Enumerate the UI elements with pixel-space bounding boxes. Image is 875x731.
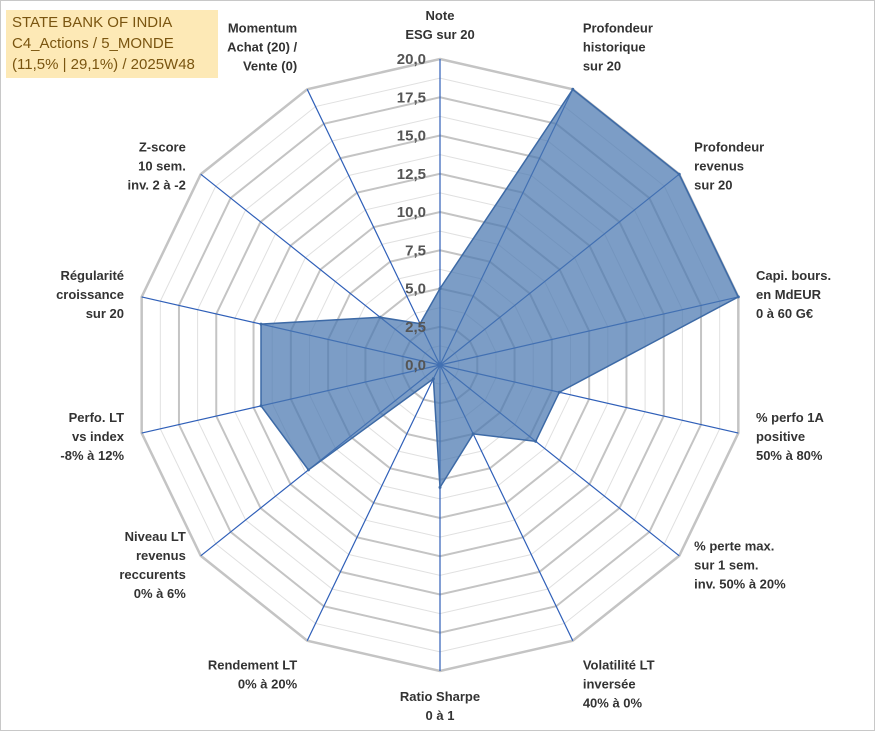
data-point — [571, 87, 575, 91]
data-point — [736, 295, 740, 299]
tick-label: 0,0 — [405, 357, 426, 374]
axis-label: % perfo 1A positive 50% à 80% — [756, 410, 825, 463]
axis-label: Momentum Achat (20) / Vente (0) — [227, 21, 297, 74]
tick-label: 17,5 — [397, 89, 426, 106]
title-box: STATE BANK OF INDIA C4_Actions / 5_MONDE… — [6, 10, 218, 78]
data-point — [557, 390, 561, 394]
axis-label: Profondeur historique sur 20 — [583, 21, 653, 74]
axis-label: Perfo. LT vs index -8% à 12% — [60, 410, 124, 463]
axis-label: Note ESG sur 20 — [405, 8, 474, 42]
data-point — [438, 287, 442, 290]
data-point — [677, 172, 681, 176]
tick-labels: 0,0 2,5 5,0 7,5 10,0 12,5 15,0 17,5 20,0 — [397, 51, 426, 374]
data-point — [418, 322, 422, 326]
data-point — [471, 432, 475, 436]
tick-label: 10,0 — [397, 204, 426, 221]
axis-label: Volatilité LT inversée 40% à 0% — [583, 657, 655, 710]
title-category: C4_Actions / 5_MONDE — [12, 35, 174, 52]
tick-label: 2,5 — [405, 319, 426, 336]
axis-label: Régularité croissance sur 20 — [56, 268, 124, 321]
title-company: STATE BANK OF INDIA — [12, 14, 173, 31]
axis-spoke — [306, 89, 441, 366]
series — [259, 87, 740, 490]
axis-label: Rendement LT 0% à 20% — [208, 657, 298, 691]
axis-labels: Note ESG sur 20 Profondeur historique sur 20… — [56, 8, 831, 723]
data-point — [431, 377, 435, 381]
tick-label: 15,0 — [397, 128, 426, 145]
data-point — [259, 322, 263, 326]
tick-label: 20,0 — [397, 51, 426, 68]
tick-label: 12,5 — [397, 166, 426, 183]
data-point — [378, 315, 382, 319]
axis-label: Z-score 10 sem. inv. 2 à -2 — [128, 139, 186, 192]
axis-label: % perte max. sur 1 sem. inv. 50% à 20% — [694, 539, 786, 592]
data-point — [534, 439, 538, 443]
title-stats: (11,5% | 29,1%) / 2025W48 — [12, 56, 195, 73]
axis-label: Ratio Sharpe 0 à 1 — [400, 689, 480, 723]
axis-label: Profondeur revenus sur 20 — [694, 139, 764, 192]
axis-spoke — [306, 364, 441, 641]
tick-label: 7,5 — [405, 242, 426, 259]
axis-label: Capi. bours. en MdEUR 0 à 60 G€ — [756, 268, 831, 321]
data-point — [306, 468, 310, 472]
data-point — [438, 485, 442, 489]
axis-label: Niveau LT revenus reccurents 0% à 6% — [119, 529, 186, 601]
data-point — [259, 404, 263, 408]
tick-label: 5,0 — [405, 281, 426, 298]
